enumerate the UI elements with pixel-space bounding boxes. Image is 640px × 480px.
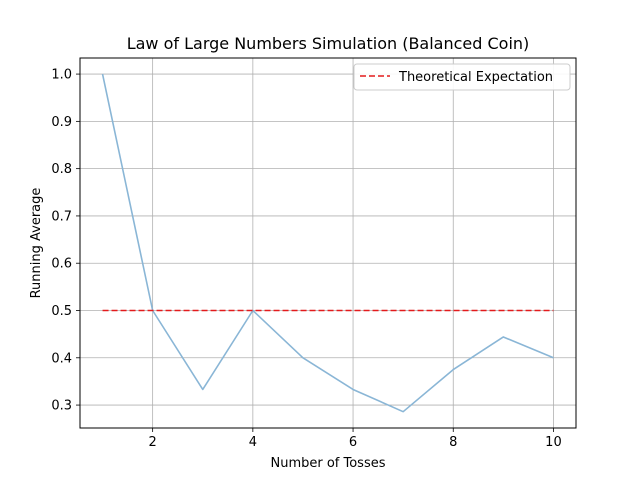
y-tick-label: 1.0	[51, 68, 72, 83]
running-average-line	[101, 73, 554, 413]
ticks: 2 4 6 8 10 0.3 0.4 0.5 0.6 0.7 0.8 0.9 1.0	[51, 68, 561, 450]
grid	[80, 58, 576, 428]
x-tick-label: 8	[449, 435, 457, 450]
plot-frame	[79, 57, 577, 429]
legend-label-theoretical: Theoretical Expectation	[398, 70, 553, 85]
x-tick-label: 2	[149, 435, 157, 450]
legend: Theoretical Expectation	[353, 63, 571, 91]
y-tick-label: 0.8	[51, 162, 72, 177]
x-axis-title: Number of Tosses	[270, 456, 385, 471]
y-tick-label: 0.4	[51, 351, 72, 366]
x-tick-label: 10	[545, 435, 562, 450]
x-tick-label: 6	[349, 435, 357, 450]
series-layer	[101, 73, 554, 413]
y-tick-label: 0.5	[51, 304, 72, 319]
legend-box	[353, 63, 571, 91]
y-tick-label: 0.7	[51, 209, 72, 224]
y-tick-label: 0.9	[51, 115, 72, 130]
chart-title: Law of Large Numbers Simulation (Balance…	[127, 34, 530, 53]
y-tick-label: 0.6	[51, 257, 72, 272]
x-tick-label: 4	[249, 435, 257, 450]
y-axis-title: Running Average	[29, 188, 44, 299]
y-tick-label: 0.3	[51, 399, 72, 414]
